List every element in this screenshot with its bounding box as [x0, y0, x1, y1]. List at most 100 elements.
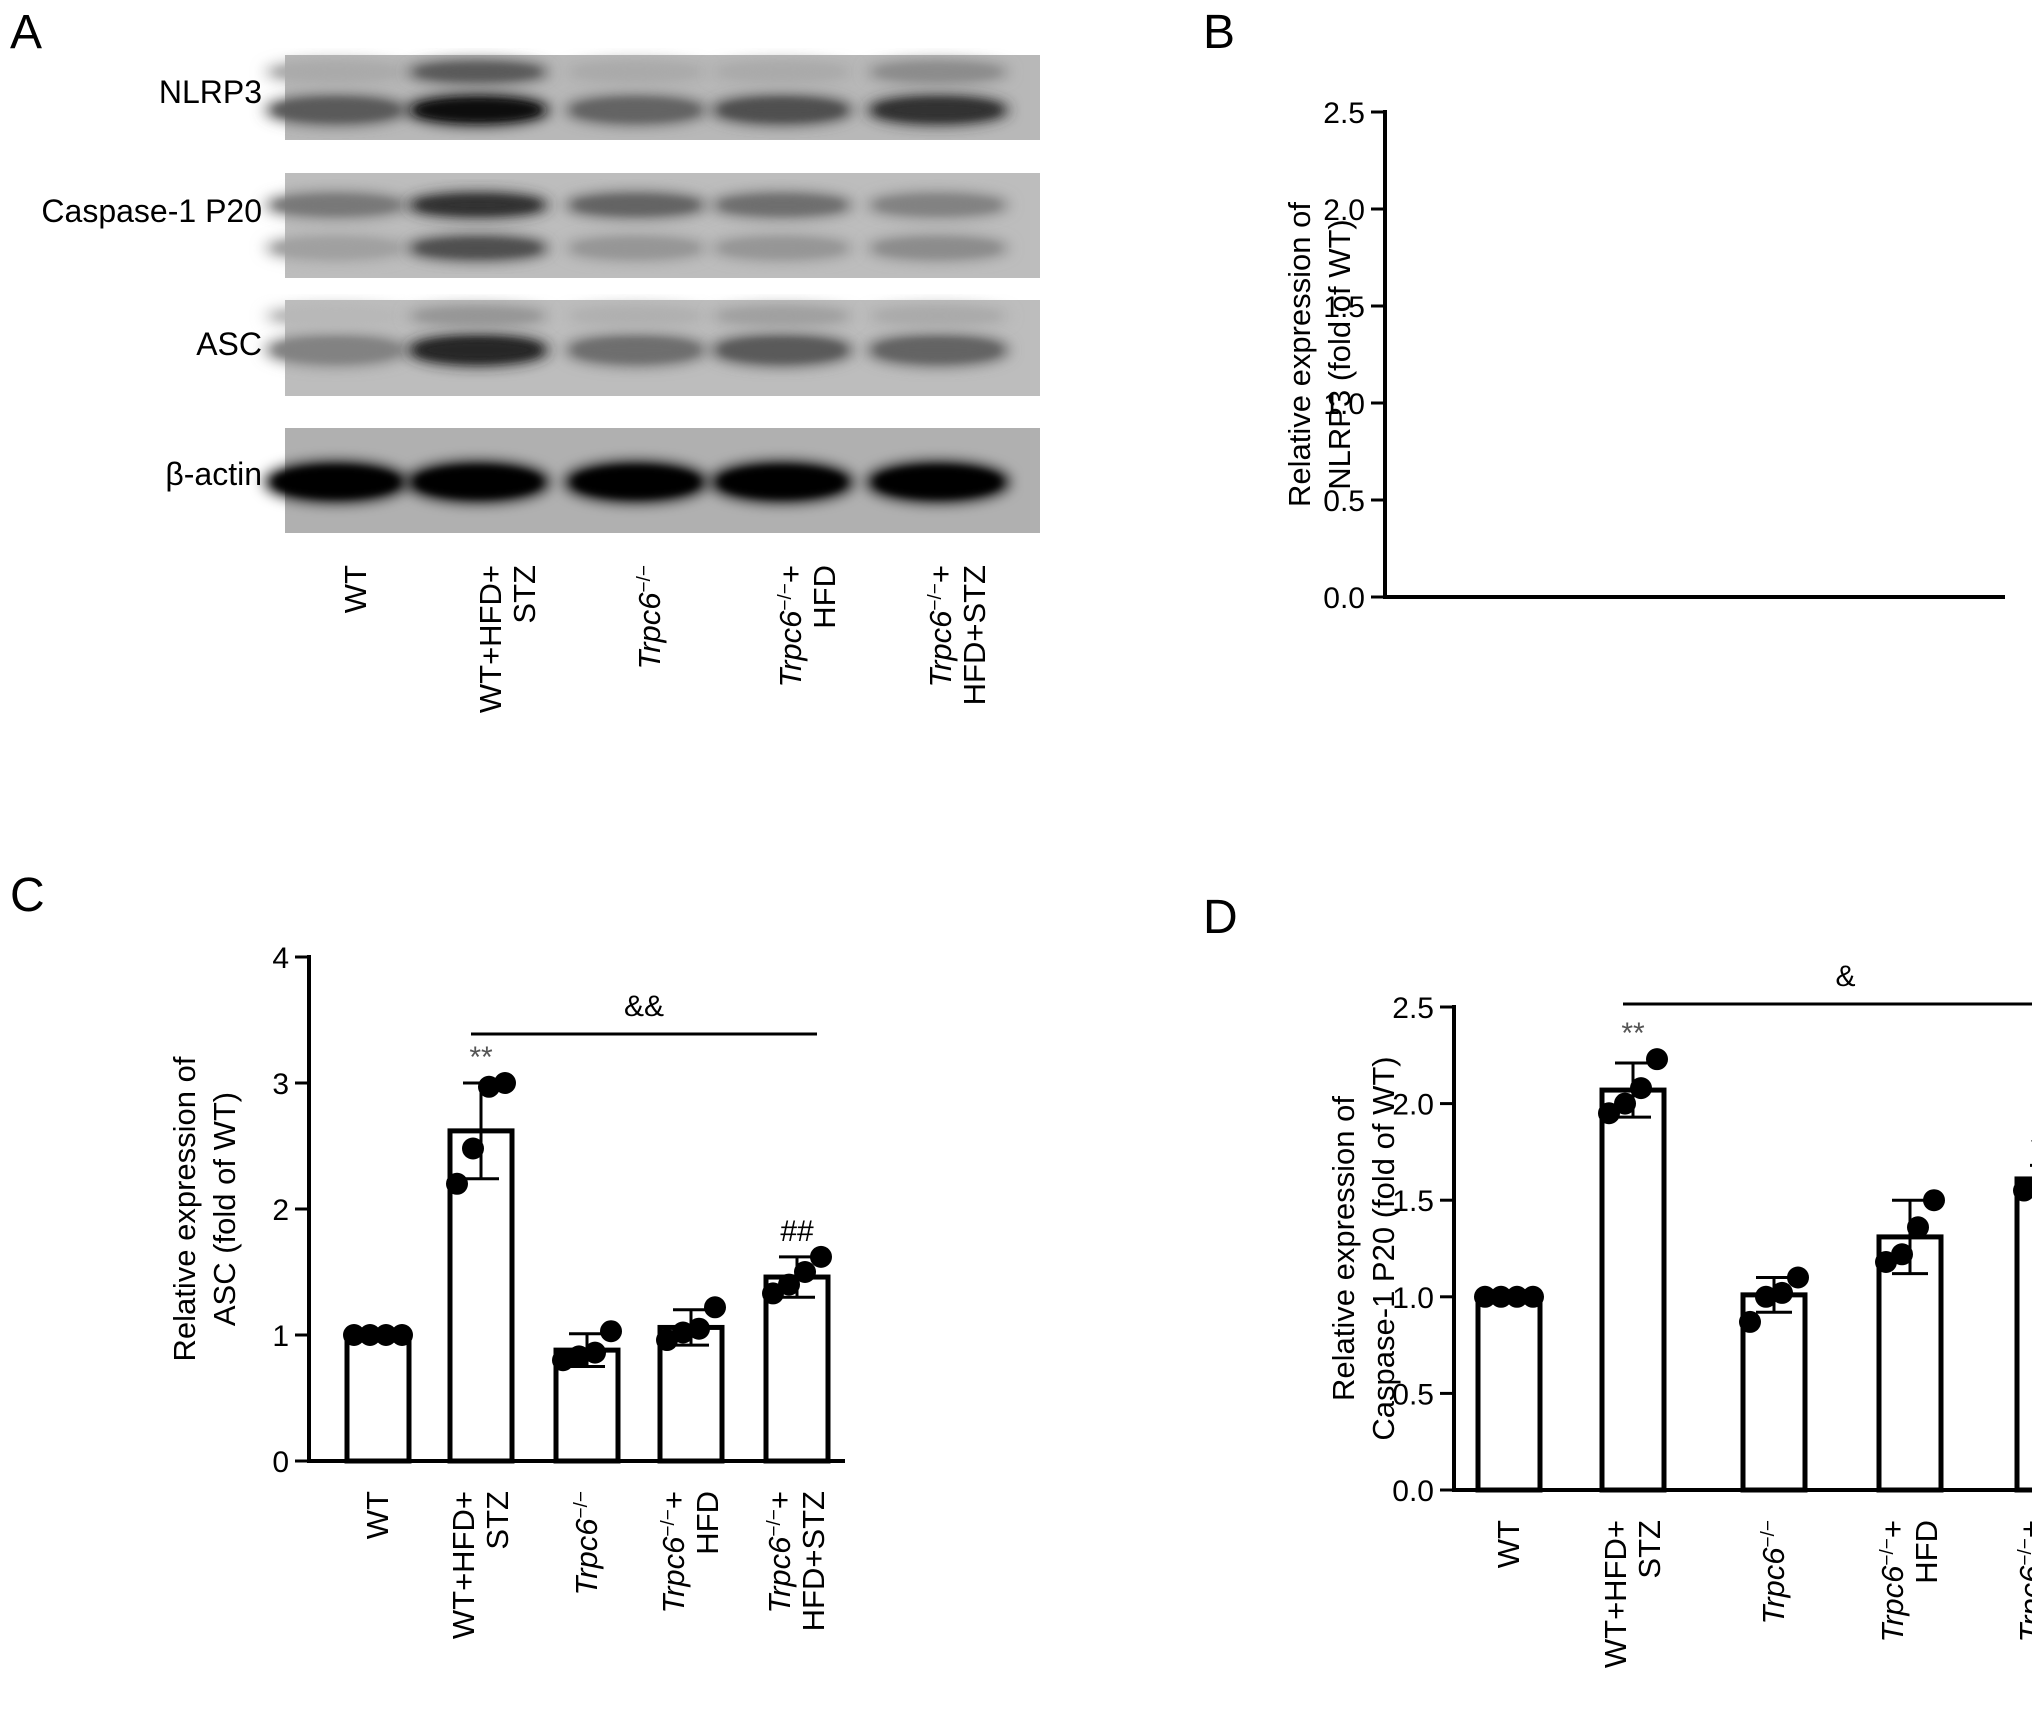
blot-lane-label: Trpc6−/−+ HFD+STZ	[923, 565, 992, 705]
blot-row-label: ASC	[196, 326, 262, 362]
data-point	[391, 1324, 413, 1346]
svg-text:STZ: STZ	[1632, 1520, 1667, 1579]
svg-text:Relative expression of: Relative expression of	[167, 1056, 202, 1361]
x-tick-label: WT	[360, 1491, 395, 1539]
y-tick-label: 1.0	[1323, 388, 1365, 421]
y-tick-label: 1.5	[1323, 291, 1365, 324]
svg-text:Trpc6−/−: Trpc6−/−	[569, 1491, 604, 1595]
data-point	[762, 1282, 784, 1305]
svg-text:Relative expression of: Relative expression of	[1282, 202, 1317, 507]
svg-text:Trpc6−/−+: Trpc6−/−+	[923, 565, 958, 688]
svg-text:HFD: HFD	[807, 565, 842, 629]
svg-text:Trpc6−/−+: Trpc6−/−+	[1875, 1520, 1910, 1643]
panel-b-letter: B	[1203, 6, 1236, 59]
svg-text:Trpc6−/−+: Trpc6−/−+	[656, 1491, 691, 1614]
blot-strip	[264, 428, 1040, 533]
y-tick-label: 0.5	[1323, 485, 1365, 518]
data-point	[375, 1324, 397, 1346]
x-tick-label: Trpc6−/−+HFD+STZ	[2013, 1520, 2032, 1643]
x-tick-label: Trpc6−/−+ HFD	[656, 1491, 725, 1614]
data-point	[1598, 1102, 1620, 1125]
y-tick-label: 2	[272, 1194, 289, 1227]
svg-text:ASC (fold of WT): ASC (fold of WT)	[207, 1092, 242, 1326]
bracket-label: &	[1835, 960, 1855, 993]
y-tick-label: 0.0	[1392, 1475, 1434, 1508]
x-tick-label: WT+HFD+ STZ	[1598, 1520, 1667, 1668]
bar	[1599, 1087, 1667, 1493]
y-tick-label: 0	[272, 1446, 289, 1479]
blot-strip	[264, 55, 1040, 140]
x-tick-label: Trpc6−/−	[1756, 1520, 1791, 1624]
y-tick-label: 0.5	[1392, 1378, 1434, 1411]
svg-text:STZ: STZ	[507, 565, 542, 624]
data-point	[446, 1172, 468, 1195]
data-point	[584, 1341, 606, 1364]
data-point	[1506, 1285, 1528, 1308]
y-axis-label: Relative expression of Caspase-1 P20 (fol…	[1326, 1056, 1401, 1440]
panel-d-letter: D	[1203, 891, 1238, 944]
data-point	[1739, 1310, 1761, 1333]
significance-marker: **	[469, 1041, 493, 1074]
blot-row-label: Caspase-1 P20	[41, 193, 262, 229]
blot-row-label: β-actin	[165, 456, 262, 492]
y-axis-label: Relative expression of NLRP3 (fold of WT)	[1282, 202, 1357, 507]
bar	[344, 1332, 412, 1464]
y-tick-label: 4	[272, 942, 289, 975]
svg-text:NLRP3 (fold of WT): NLRP3 (fold of WT)	[1322, 219, 1357, 489]
data-point	[1646, 1048, 1668, 1071]
svg-text:Relative expression of: Relative expression of	[1326, 1096, 1361, 1401]
blot-strip	[264, 173, 1040, 278]
x-tick-label: WT	[1491, 1520, 1526, 1568]
data-point	[2029, 1177, 2032, 1193]
y-tick-label: 2.0	[1323, 194, 1365, 227]
svg-text:HFD: HFD	[690, 1491, 725, 1555]
data-point	[1891, 1243, 1913, 1266]
data-point	[1474, 1285, 1496, 1308]
western-blot-panel: NLRP3 Caspase-1 P20 ASC β-actin WT WT+HFD+ ST…	[41, 55, 1040, 713]
y-tick-label: 1.5	[1392, 1185, 1434, 1218]
blot-lane-label: WT+HFD+ STZ	[473, 565, 542, 713]
data-point	[1522, 1285, 1544, 1308]
data-point	[462, 1137, 484, 1160]
data-point	[1490, 1285, 1512, 1308]
svg-text:WT+HFD+: WT+HFD+	[1598, 1520, 1633, 1668]
svg-text:WT: WT	[338, 565, 373, 613]
data-point	[1771, 1281, 1793, 1304]
y-axis-label: Relative expression of ASC (fold of WT)	[167, 1056, 242, 1361]
data-point	[794, 1261, 816, 1283]
svg-text:Trpc6−/−: Trpc6−/−	[1756, 1520, 1791, 1624]
data-point	[600, 1320, 622, 1343]
significance-marker: ##	[780, 1215, 814, 1248]
blot-lane-label: WT	[338, 565, 373, 613]
data-point	[704, 1296, 726, 1319]
blot-lane-label: Trpc6−/−	[632, 565, 667, 669]
svg-text:Caspase-1 P20 (fold of WT): Caspase-1 P20 (fold of WT)	[1366, 1056, 1401, 1440]
svg-text:Trpc6−/−+: Trpc6−/−+	[2013, 1520, 2032, 1643]
y-tick-label: 2.5	[1392, 992, 1434, 1025]
bar	[2014, 1176, 2032, 1493]
panel-a-letter: A	[10, 6, 43, 59]
data-point	[494, 1072, 516, 1094]
y-tick-label: 2.5	[1323, 97, 1365, 130]
data-point	[2013, 1179, 2032, 1202]
svg-text:WT: WT	[360, 1491, 395, 1539]
svg-text:STZ: STZ	[480, 1491, 515, 1550]
data-point	[1614, 1092, 1636, 1115]
data-point	[1923, 1189, 1945, 1212]
blot-lane-label: Trpc6−/−+ HFD	[773, 565, 842, 688]
bar	[1475, 1294, 1543, 1493]
x-tick-label: Trpc6−/−	[569, 1491, 604, 1595]
data-point	[688, 1317, 710, 1340]
y-tick-label: 3	[272, 1068, 289, 1101]
data-point	[1907, 1216, 1929, 1239]
significance-marker: **	[1621, 1017, 1645, 1050]
svg-text:Trpc6−/−: Trpc6−/−	[632, 565, 667, 669]
data-point	[810, 1245, 832, 1268]
svg-text:WT+HFD+: WT+HFD+	[446, 1491, 481, 1639]
bar	[763, 1274, 831, 1464]
chart-nlrp3: Relative expression of NLRP3 (fold of WT)…	[1282, 97, 2005, 615]
bar	[1876, 1234, 1944, 1493]
svg-text:HFD: HFD	[1909, 1520, 1944, 1584]
svg-text:WT: WT	[1491, 1520, 1526, 1568]
svg-text:HFD+STZ: HFD+STZ	[796, 1491, 831, 1631]
